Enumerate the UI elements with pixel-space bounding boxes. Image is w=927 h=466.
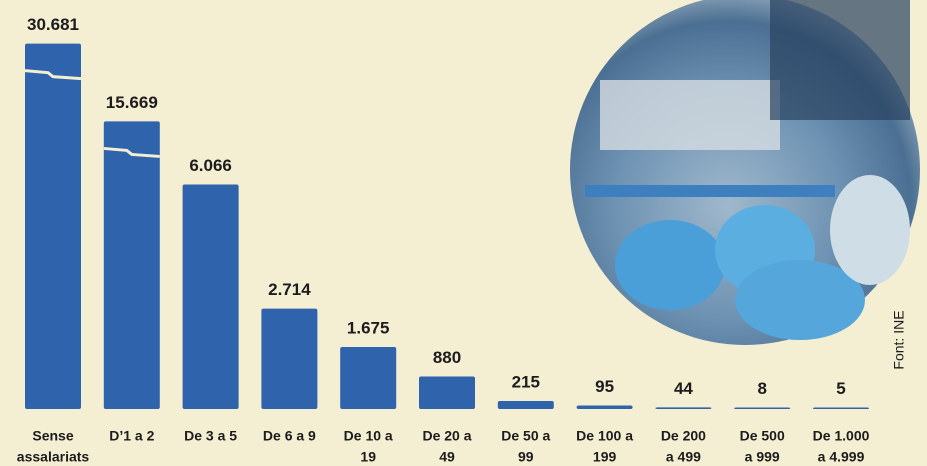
- x-tick-label: De 500: [740, 428, 785, 444]
- value-label: 15.669: [106, 93, 158, 112]
- x-tick-label: De 1.000: [813, 428, 870, 444]
- value-label: 880: [433, 348, 461, 367]
- value-label: 30.681: [27, 15, 79, 34]
- x-tick-label: De 3 a 5: [184, 428, 237, 444]
- photo: [570, 0, 920, 345]
- x-tick-label: De 10 a: [344, 428, 393, 444]
- value-label: 95: [595, 377, 614, 396]
- x-tick-label: 99: [518, 449, 534, 465]
- bar: [734, 407, 791, 409]
- x-tick-label: a 999: [745, 449, 780, 465]
- value-label: 1.675: [347, 319, 390, 338]
- x-tick-label: De 6 a 9: [263, 428, 316, 444]
- bar: [576, 405, 633, 409]
- x-tick-label: 49: [439, 449, 455, 465]
- value-label: 2.714: [268, 280, 311, 299]
- bar: [103, 121, 160, 410]
- x-tick-label: De 50 a: [501, 428, 550, 444]
- x-tick-label: D’1 a 2: [109, 428, 154, 444]
- bar: [419, 376, 475, 409]
- axis-break: [103, 146, 160, 158]
- axis-break: [24, 69, 82, 81]
- value-label: 215: [512, 373, 540, 392]
- bar: [813, 407, 869, 409]
- bar: [340, 347, 397, 409]
- x-tick-label: Sense: [32, 428, 73, 444]
- value-label: 44: [674, 379, 693, 398]
- bar: [182, 184, 239, 409]
- x-tick-label: 199: [593, 449, 617, 465]
- bar: [25, 43, 81, 409]
- x-tick-label: De 200: [661, 428, 706, 444]
- bar: [497, 401, 554, 409]
- x-tick-label: De 20 a: [422, 428, 471, 444]
- value-label: 6.066: [189, 156, 232, 175]
- x-tick-label: a 4.999: [818, 449, 865, 465]
- value-label: 5: [836, 379, 845, 398]
- x-tick-label: a 499: [666, 449, 701, 465]
- source: Font: INE: [891, 310, 907, 369]
- bar: [261, 308, 318, 409]
- value-label: 8: [757, 379, 766, 398]
- x-tick-label: 19: [360, 449, 376, 465]
- x-tick-label: De 100 a: [576, 428, 633, 444]
- x-tick-label: assalariats: [17, 449, 90, 465]
- bar: [655, 407, 712, 409]
